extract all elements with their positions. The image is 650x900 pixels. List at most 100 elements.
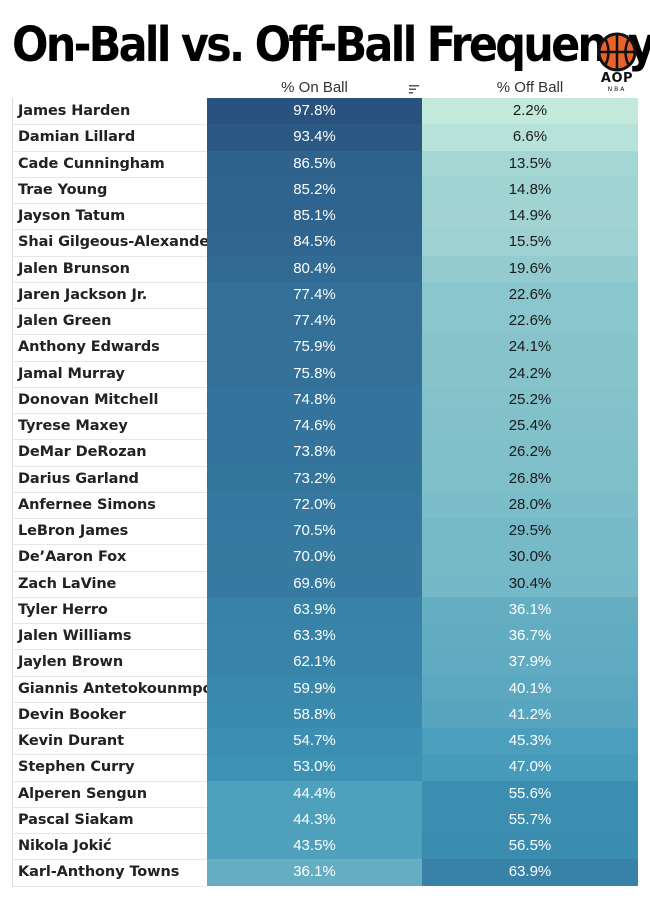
row-divider <box>12 780 207 782</box>
on-ball-cell: 93.4% <box>207 124 422 152</box>
row-divider <box>12 833 207 834</box>
player-name: Jaren Jackson Jr. <box>18 286 148 303</box>
off-ball-cell: 24.1% <box>422 334 638 362</box>
on-ball-cell: 85.2% <box>207 176 422 204</box>
player-name: Jaylen Brown <box>18 654 124 671</box>
row-divider <box>12 806 207 808</box>
player-name: Pascal Siakam <box>18 811 134 828</box>
off-ball-cell: 30.0% <box>422 544 638 572</box>
player-name: Karl-Anthony Towns <box>18 864 180 881</box>
on-ball-cell: 77.4% <box>207 308 422 335</box>
row-divider <box>12 334 207 336</box>
off-ball-cell: 14.9% <box>422 203 638 230</box>
column-header-off-ball[interactable]: % Off Ball <box>496 79 564 96</box>
player-name: Jalen Williams <box>18 628 132 644</box>
row-divider <box>12 623 207 624</box>
row-divider <box>12 176 207 178</box>
row-divider <box>12 885 207 887</box>
player-name: Tyler Herro <box>18 601 108 618</box>
row-divider <box>12 229 207 231</box>
player-name: Shai Gilgeous-Alexander <box>18 234 217 251</box>
logo-abbreviation: AOP <box>600 71 634 86</box>
on-ball-cell: 75.9% <box>207 334 422 362</box>
player-name: Jalen Brunson <box>18 260 130 277</box>
off-ball-cell: 26.8% <box>422 465 638 493</box>
off-ball-cell: 45.3% <box>422 728 638 755</box>
off-ball-cell: 63.9% <box>422 859 638 887</box>
on-ball-cell: 43.5% <box>207 833 422 860</box>
player-name: LeBron James <box>18 523 129 539</box>
player-name: Jayson Tatum <box>18 208 126 224</box>
on-ball-cell: 70.5% <box>207 518 422 545</box>
off-ball-cell: 56.5% <box>422 833 638 860</box>
on-ball-cell: 77.4% <box>207 281 422 309</box>
off-ball-cell: 13.5% <box>422 150 638 178</box>
on-ball-cell: 44.3% <box>207 806 422 834</box>
row-divider <box>12 124 207 126</box>
off-ball-cell: 30.4% <box>422 570 638 598</box>
off-ball-cell: 36.1% <box>422 596 638 624</box>
on-ball-cell: 44.4% <box>207 780 422 808</box>
player-name: Devin Booker <box>18 706 126 723</box>
player-name: Donovan Mitchell <box>18 391 159 408</box>
off-ball-cell: 19.6% <box>422 255 638 283</box>
row-divider <box>12 728 207 729</box>
off-ball-cell: 41.2% <box>422 701 638 729</box>
player-name: Anfernee Simons <box>18 496 156 513</box>
row-divider <box>12 386 207 388</box>
basketball-icon <box>597 32 637 72</box>
off-ball-cell: 25.4% <box>422 413 638 440</box>
on-ball-cell: 70.0% <box>207 544 422 572</box>
off-ball-cell: 24.2% <box>422 360 638 388</box>
row-divider <box>12 413 207 414</box>
page-title: On-Ball vs. Off-Ball Frequency <box>12 17 650 74</box>
off-ball-cell: 14.8% <box>422 176 638 204</box>
row-divider <box>12 570 207 572</box>
aop-logo: AOP NBA <box>588 32 646 96</box>
on-ball-cell: 74.6% <box>207 413 422 440</box>
row-divider <box>12 675 207 677</box>
player-name: DeMar DeRozan <box>18 444 147 461</box>
player-name: Jalen Green <box>18 313 112 329</box>
row-divider <box>12 649 207 651</box>
on-ball-cell: 54.7% <box>207 728 422 755</box>
row-divider <box>12 518 207 519</box>
row-divider <box>12 859 207 861</box>
row-divider <box>12 255 207 257</box>
column-header-on-ball[interactable]: % On Ball <box>281 79 348 96</box>
on-ball-cell: 53.0% <box>207 754 422 782</box>
sort-descending-icon[interactable] <box>408 83 420 95</box>
row-divider <box>12 308 207 309</box>
player-name: De’Aaron Fox <box>18 549 127 566</box>
row-divider <box>12 465 207 467</box>
off-ball-cell: 28.0% <box>422 491 638 519</box>
on-ball-cell: 97.8% <box>207 98 422 125</box>
on-ball-cell: 74.8% <box>207 386 422 414</box>
off-ball-cell: 36.7% <box>422 623 638 650</box>
off-ball-cell: 37.9% <box>422 649 638 677</box>
player-name: Alperen Sengun <box>18 785 147 802</box>
player-name: James Harden <box>18 103 131 119</box>
on-ball-cell: 59.9% <box>207 675 422 703</box>
player-name: Cade Cunningham <box>18 155 165 172</box>
on-ball-cell: 80.4% <box>207 255 422 283</box>
off-ball-cell: 22.6% <box>422 308 638 335</box>
player-name: Damian Lillard <box>18 129 136 146</box>
on-ball-cell: 58.8% <box>207 701 422 729</box>
logo-league: NBA <box>607 86 627 93</box>
row-divider <box>12 754 207 756</box>
player-name: Stephen Curry <box>18 759 135 776</box>
player-name: Jamal Murray <box>18 365 125 382</box>
player-name: Giannis Antetokounmpo <box>18 680 213 697</box>
player-name: Kevin Durant <box>18 733 124 749</box>
row-divider <box>12 701 207 703</box>
row-divider <box>12 596 207 598</box>
on-ball-cell: 73.8% <box>207 439 422 467</box>
on-ball-cell: 36.1% <box>207 859 422 887</box>
player-name: Anthony Edwards <box>18 339 160 356</box>
row-divider <box>12 360 207 362</box>
on-ball-cell: 73.2% <box>207 465 422 493</box>
player-name: Tyrese Maxey <box>18 418 128 434</box>
player-name: Trae Young <box>18 181 108 198</box>
row-divider <box>12 544 207 546</box>
